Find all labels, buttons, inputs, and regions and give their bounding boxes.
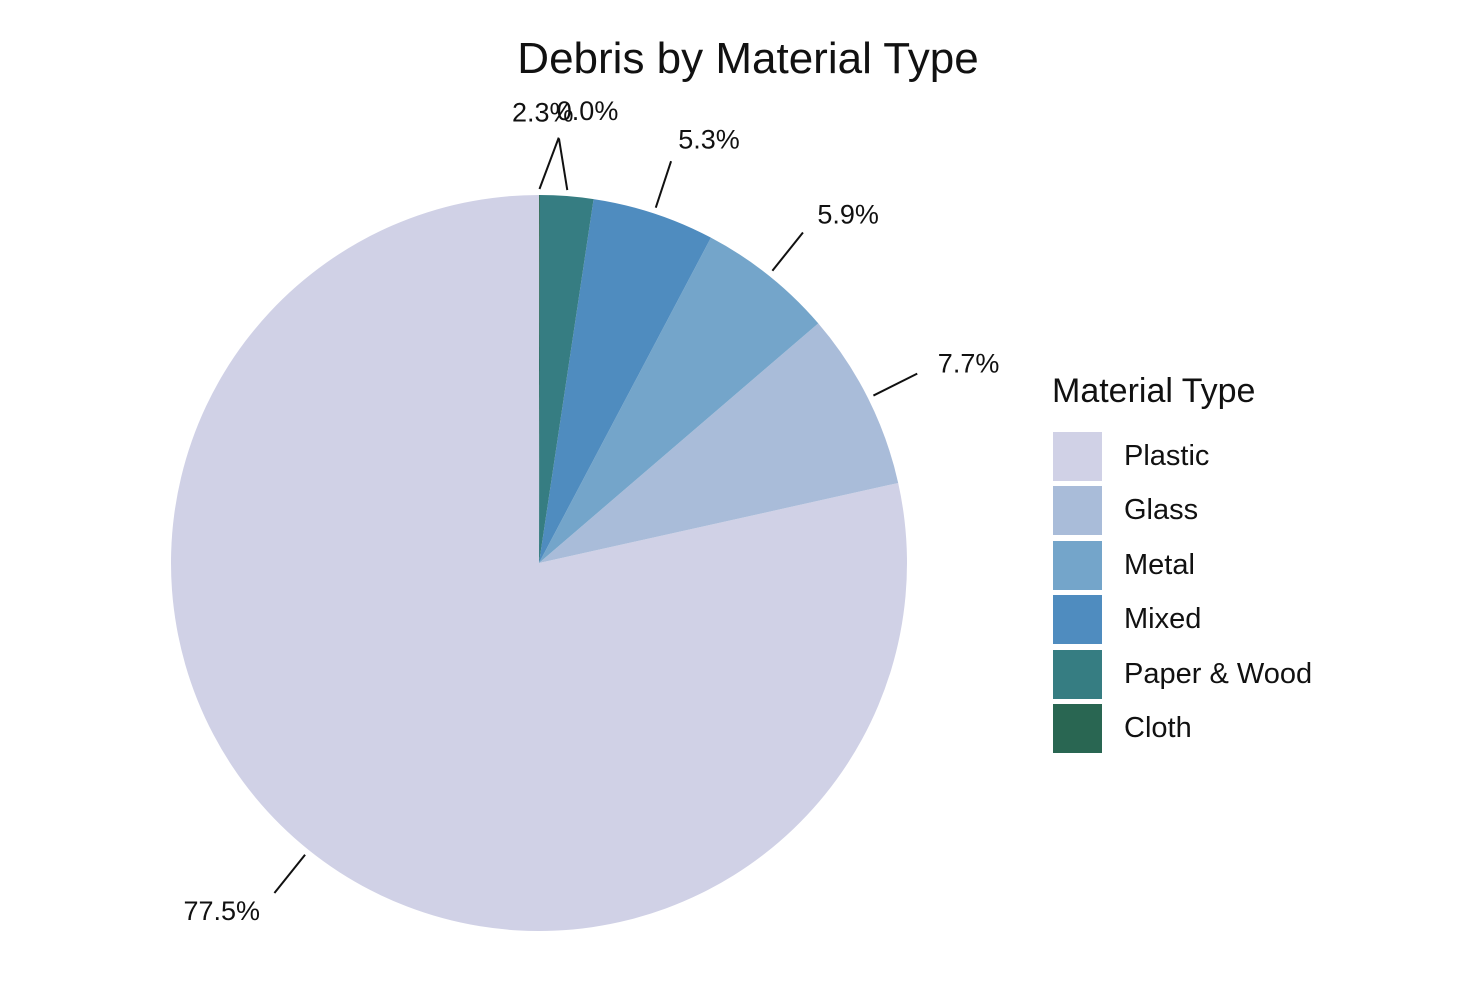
legend-label: Mixed [1124,603,1202,636]
legend-swatch [1053,649,1102,699]
legend-label: Metal [1124,548,1195,581]
slice-label-mixed: 5.3% [678,124,740,154]
legend-item-metal: Metal [1050,538,1312,593]
slice-label-metal: 5.9% [817,199,879,229]
slice-label-glass: 7.7% [938,348,1000,378]
legend-item-cloth: Cloth [1050,702,1312,757]
leader-line-metal [771,231,804,272]
legend-swatch [1053,540,1102,590]
slice-label-cloth: 0.0% [557,96,619,126]
legend-label: Cloth [1124,712,1192,745]
legend-swatch [1053,704,1102,754]
slice-label-paper-wood: 2.3% [512,97,574,127]
legend-items: Plastic Glass Metal Mixed Paper & Wood Cloth [1050,429,1312,756]
leader-line-plastic [273,854,306,894]
leader-line-cloth [538,137,560,190]
legend-item-mixed: Mixed [1050,593,1312,648]
legend-item-glass: Glass [1050,484,1312,539]
legend-title: Material Type [1052,372,1256,410]
leader-line-paper-wood [558,138,569,191]
legend-item-paper-wood: Paper & Wood [1050,647,1312,702]
legend-swatch [1053,595,1102,645]
leader-line-glass [872,372,918,397]
legend-swatch [1053,431,1102,481]
pie-slice-mixed [539,199,711,563]
legend-item-plastic: Plastic [1050,429,1312,484]
chart-title: Debris by Material Type [517,34,979,83]
pie-slice-paper-wood [539,195,594,563]
legend-label: Plastic [1124,439,1210,472]
legend-label: Paper & Wood [1124,657,1313,690]
pie-slice-metal [539,237,819,563]
legend-swatch [1053,486,1102,536]
slice-label-plastic: 77.5% [183,896,260,926]
pie-slice-cloth [539,195,540,563]
legend: Material Type Plastic Glass Metal Mixed Pape… [1050,372,1312,756]
pie-slice-plastic [170,195,907,931]
pie-slice-glass [539,323,899,563]
leader-line-mixed [654,160,673,209]
legend-label: Glass [1124,494,1199,527]
